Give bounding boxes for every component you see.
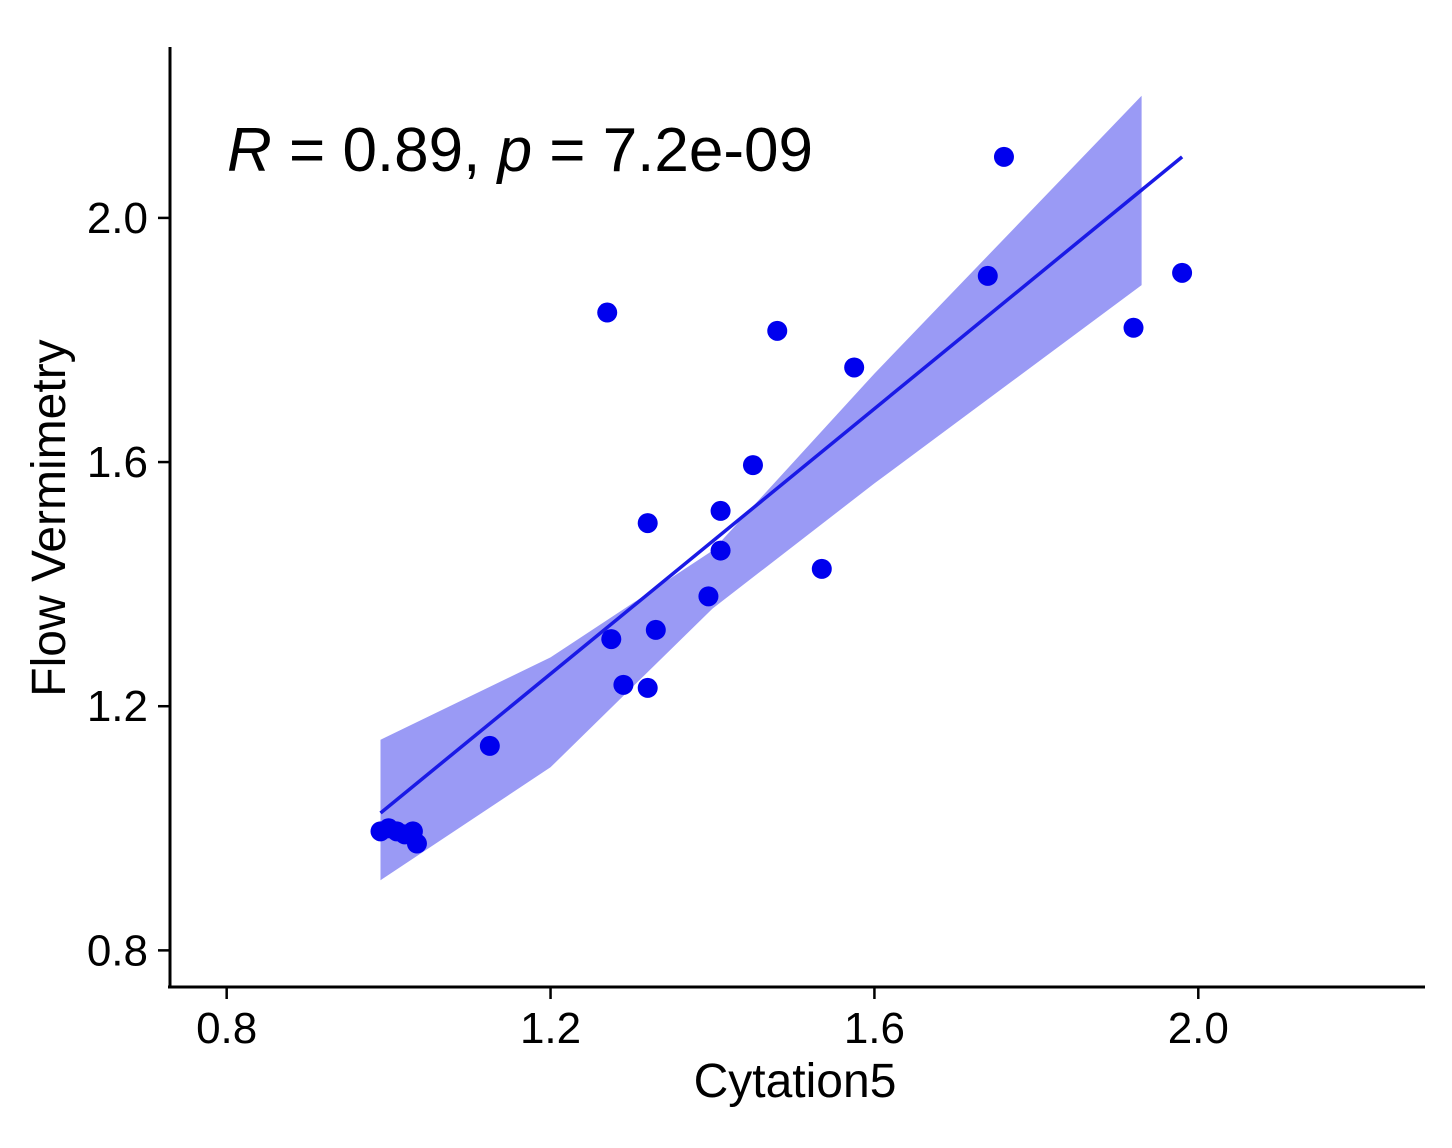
y-tick-label: 1.6 bbox=[87, 438, 148, 487]
y-axis-title: Flow Vermimetry bbox=[23, 339, 76, 696]
y-tick-label: 2.0 bbox=[87, 194, 148, 243]
data-point bbox=[1123, 317, 1144, 338]
data-point bbox=[698, 586, 719, 607]
confidence-band-layer bbox=[380, 95, 1142, 881]
r-symbol: R bbox=[227, 116, 272, 185]
p-value: = 7.2e-09 bbox=[532, 116, 813, 185]
x-tick-label: 1.2 bbox=[520, 1004, 581, 1053]
data-point bbox=[811, 558, 832, 579]
x-axis-ticks: 0.8 1.2 1.6 2.0 bbox=[196, 987, 1229, 1053]
x-tick-label: 2.0 bbox=[1168, 1004, 1229, 1053]
x-axis-title: Cytation5 bbox=[694, 1055, 897, 1108]
p-symbol: p bbox=[496, 116, 532, 185]
x-tick-label: 1.6 bbox=[844, 1004, 905, 1053]
correlation-annotation: R = 0.89, p = 7.2e-09 bbox=[227, 116, 813, 185]
r-value: = 0.89, bbox=[272, 116, 498, 185]
data-point bbox=[637, 677, 658, 698]
regression-line-layer bbox=[379, 155, 1184, 815]
data-point bbox=[645, 619, 666, 640]
data-point bbox=[710, 540, 731, 561]
data-point bbox=[406, 833, 427, 854]
data-point bbox=[767, 320, 788, 341]
confidence-band bbox=[380, 95, 1142, 881]
y-axis-ticks: 0.8 1.2 1.6 2.0 bbox=[87, 194, 170, 975]
data-point bbox=[993, 146, 1014, 167]
data-point bbox=[597, 302, 618, 323]
regression-line bbox=[379, 155, 1184, 815]
data-point bbox=[710, 500, 731, 521]
data-point bbox=[601, 629, 622, 650]
data-point bbox=[613, 674, 634, 695]
data-point bbox=[977, 265, 998, 286]
data-point bbox=[844, 357, 865, 378]
data-point bbox=[479, 735, 500, 756]
y-tick-label: 1.2 bbox=[87, 682, 148, 731]
y-tick-label: 0.8 bbox=[87, 926, 148, 975]
data-point bbox=[637, 513, 658, 534]
x-tick-label: 0.8 bbox=[196, 1004, 257, 1053]
data-point bbox=[1172, 262, 1193, 283]
data-points-layer bbox=[370, 146, 1193, 854]
data-point bbox=[742, 455, 763, 476]
